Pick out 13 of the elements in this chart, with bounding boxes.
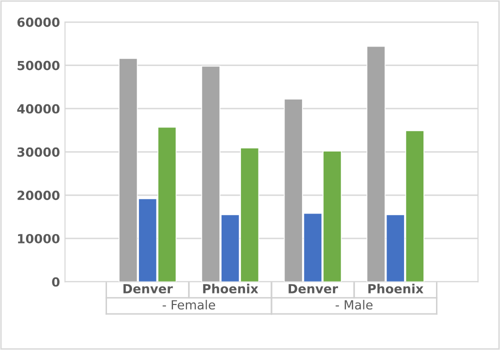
- x-tick-label: Denver: [288, 284, 338, 294]
- y-tick-label: 20000: [18, 190, 60, 200]
- text: - Female: [162, 300, 216, 310]
- y-tick-label: 0: [52, 277, 60, 287]
- y-tick-label: 50000: [18, 60, 60, 70]
- y-tick-label: 30000: [17, 147, 60, 157]
- y-tick-label: 10000: [18, 234, 60, 244]
- x-tick-label: Denver: [123, 284, 173, 294]
- y-tick-label: 60000: [17, 18, 60, 27]
- y-tick-label: 40000: [17, 104, 60, 114]
- x-tick-label: Phoenix: [368, 284, 424, 294]
- x-tick-label: Phoenix: [203, 284, 258, 294]
- text: - Male: [336, 300, 372, 310]
